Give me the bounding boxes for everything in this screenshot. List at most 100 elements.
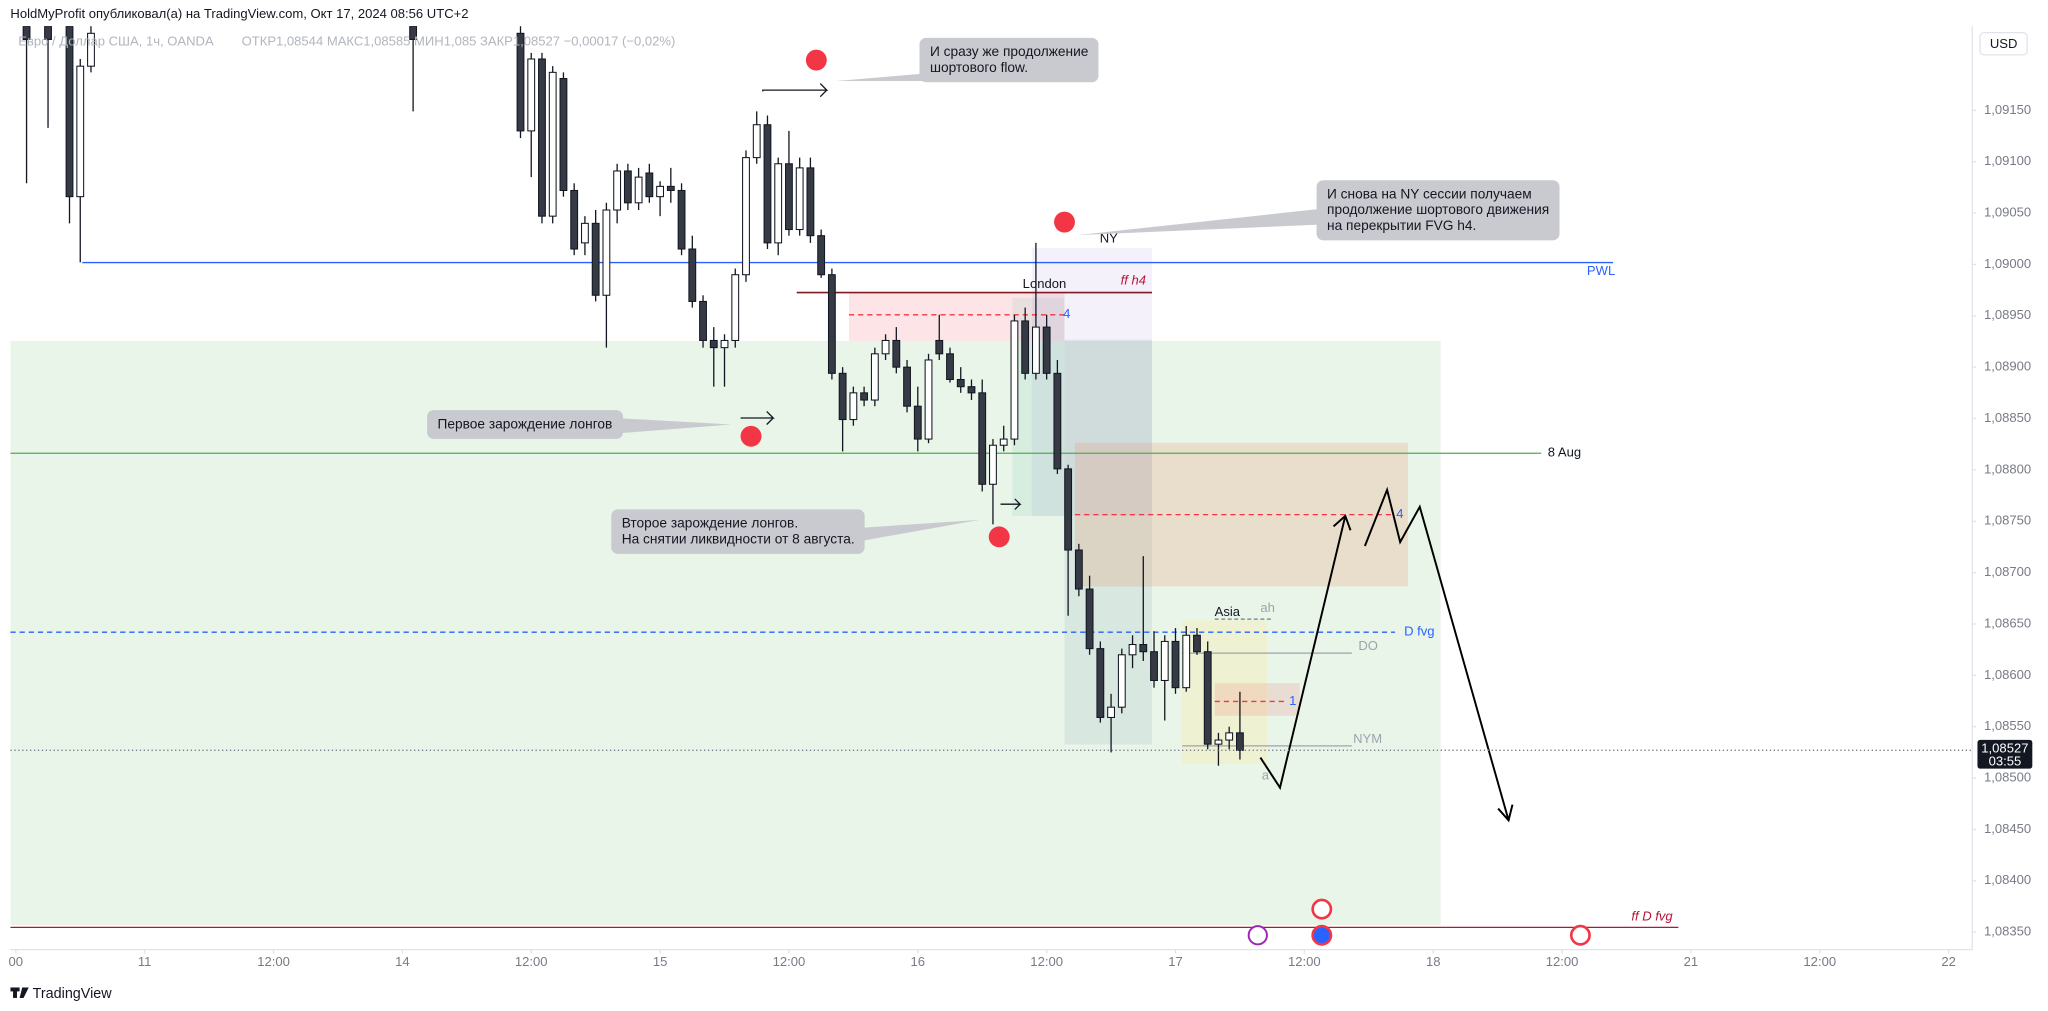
- candle-body: [666, 185, 675, 192]
- callout: И сразу же продолжение шортового flow.: [919, 37, 1099, 83]
- event-icons: [1247, 898, 1591, 946]
- brand: TradingView: [33, 986, 113, 1002]
- y-tick-label: 1,08650: [1984, 615, 2031, 630]
- x-tick-label: 12:00: [1546, 954, 1579, 969]
- y-tick-label: 1,08700: [1984, 564, 2031, 579]
- y-tick-label: 1,09000: [1984, 256, 2031, 271]
- logo-mark: [13, 987, 17, 998]
- signal-dot: [805, 49, 827, 71]
- countdown: 03:55: [1989, 754, 2022, 769]
- candle-body: [806, 167, 815, 237]
- callout-line: Первое зарождение лонгов: [437, 416, 613, 433]
- callout: И снова на NY сессии получаем продолжение…: [1316, 180, 1560, 241]
- currency: USD: [1990, 36, 2018, 51]
- signal-dot: [988, 526, 1010, 548]
- candle-body: [1064, 468, 1073, 551]
- y-tick-label: 1,08600: [1984, 667, 2031, 682]
- y-tick-label: 1,09150: [1984, 102, 2031, 117]
- candle-body: [709, 339, 718, 349]
- ohlc: ОТКР1,08544 МАКС1,08585 МИН1,085 ЗАКР1,0…: [242, 33, 676, 48]
- candle-body: [527, 58, 536, 132]
- x-tick-label: 11: [138, 954, 152, 969]
- candle-body: [731, 274, 740, 341]
- markers: [740, 49, 1075, 548]
- signal-dot: [740, 425, 762, 447]
- candle-body: [1203, 651, 1212, 745]
- session-label: NY: [1100, 230, 1118, 245]
- candle-body: [838, 372, 847, 421]
- x-tick-label: 12:00: [515, 954, 548, 969]
- candle-body: [924, 359, 933, 440]
- logo-mark: [19, 987, 29, 998]
- zones: [10, 248, 1441, 925]
- callout-pointer: [862, 519, 980, 541]
- x-tick-label: 00: [9, 954, 24, 969]
- candle-body: [849, 392, 858, 421]
- symbol: Евро / Доллар США, 1ч, OANDA: [18, 33, 214, 48]
- candle-body: [656, 185, 665, 198]
- candle-body: [516, 32, 525, 132]
- candle-body: [1010, 320, 1019, 440]
- projection-arrow: [1259, 515, 1347, 791]
- y-tick-label: 1,08400: [1984, 872, 2031, 887]
- candle-body: [827, 274, 836, 374]
- candle-body: [1085, 588, 1094, 650]
- session-label: London: [1023, 276, 1067, 291]
- y-tick-label: 1,08900: [1984, 359, 2031, 374]
- candle-body: [1096, 648, 1105, 718]
- candle-body: [1236, 732, 1244, 751]
- candle-body: [570, 189, 579, 250]
- y-tick-label: 1,08950: [1984, 307, 2031, 322]
- candle-body: [903, 366, 911, 407]
- candle-body: [720, 339, 729, 349]
- level-labels: PWL 8 Aug D fvg ff D fvg ff h4 NY London…: [1023, 230, 1674, 923]
- candle-body: [44, 26, 52, 41]
- x-tick-label: 12:00: [257, 954, 290, 969]
- candle-body: [1128, 643, 1137, 656]
- x-tick-label: 12:00: [1803, 954, 1836, 969]
- candle-body: [989, 444, 997, 485]
- candle-body: [591, 222, 600, 296]
- zone: [1214, 683, 1300, 716]
- level-label: a: [1262, 767, 1270, 782]
- y-tick-label: 1,09100: [1984, 153, 2031, 168]
- bracket: [762, 83, 829, 98]
- candle-body: [1021, 320, 1030, 374]
- y-tick-label: 1,08550: [1984, 718, 2031, 733]
- candle-body: [613, 170, 622, 211]
- candle-body: [645, 172, 654, 198]
- candle-body: [688, 248, 697, 302]
- candle-body: [817, 235, 826, 276]
- event-icon: [1311, 898, 1333, 920]
- callout: Второе зарождение лонгов. На снятии ликви…: [611, 509, 866, 554]
- y-tick-label: 1,08800: [1984, 461, 2031, 476]
- candle-body: [409, 26, 418, 41]
- levels: [10, 261, 1679, 929]
- candle-body: [1074, 549, 1083, 590]
- last-price-label: 1,08527: [1981, 740, 2028, 755]
- y-tick-label: 1,08850: [1984, 410, 2031, 425]
- x-tick-label: 12:00: [1288, 954, 1321, 969]
- level-label: PWL: [1587, 263, 1615, 278]
- signal-dot: [1054, 211, 1075, 233]
- x-tick-label: 16: [911, 954, 926, 969]
- callout-line: И снова на NY сессии получаем: [1327, 186, 1532, 203]
- projection-arrow: [1363, 486, 1510, 821]
- level-label: DO: [1358, 638, 1378, 653]
- candle-body: [1225, 732, 1234, 741]
- candle-body: [752, 124, 761, 159]
- x-tick-label: 22: [1941, 954, 1956, 969]
- candle-body: [978, 392, 987, 485]
- candle-body: [774, 163, 783, 244]
- candle-body: [913, 405, 922, 440]
- candle-body: [795, 167, 804, 231]
- candle-body: [699, 300, 707, 341]
- y-tick-label: 1,08450: [1984, 821, 2031, 836]
- candle-body: [870, 353, 879, 401]
- candle-body: [742, 157, 750, 276]
- candle-body: [1031, 326, 1040, 374]
- last-price-box: [1977, 739, 2033, 769]
- candle-body: [677, 189, 686, 250]
- candle-body: [946, 353, 954, 381]
- candle-body: [22, 26, 31, 41]
